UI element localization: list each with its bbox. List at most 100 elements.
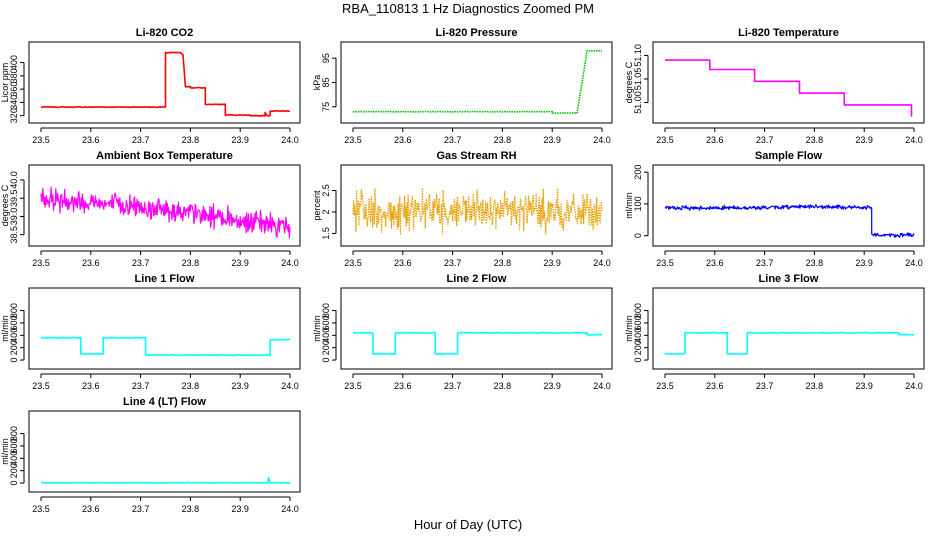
panel-sample-flow: Sample Flow ml/min 23.5 23.6 23.7 23.8 23.9 24.… xyxy=(624,150,925,268)
y-tick-label: 600 xyxy=(9,438,19,453)
series-line xyxy=(353,49,603,114)
y-tick-label: 400 xyxy=(321,328,331,343)
y-tick-label: 200 xyxy=(633,165,643,180)
panel-title: Li-820 CO2 xyxy=(136,27,193,39)
x-tick-label: 24.0 xyxy=(281,135,299,145)
y-tick-label: 400 xyxy=(9,328,19,343)
series-line xyxy=(40,476,291,484)
page-title: RBA_110813 1 Hz Diagnostics Zoomed PM xyxy=(342,1,594,16)
series-line xyxy=(40,186,291,239)
panel-title: Ambient Box Temperature xyxy=(96,150,233,162)
series-line xyxy=(664,204,915,238)
x-tick-label: 23.9 xyxy=(231,504,249,514)
y-axis-label: kPa xyxy=(312,75,322,91)
y-tick-label: 100 xyxy=(633,196,643,211)
x-tick-label: 23.9 xyxy=(543,381,561,391)
y-tick-label: 1.5 xyxy=(321,227,331,240)
x-tick-label: 23.7 xyxy=(132,135,150,145)
plot-frame xyxy=(652,41,925,124)
x-tick-label: 23.7 xyxy=(132,258,150,268)
y-tick-label: 400 xyxy=(9,55,19,70)
x-tick-label: 23.6 xyxy=(82,135,100,145)
y-axis-label: ml/min xyxy=(624,315,634,342)
panel-li-820-temperature: Li-820 Temperature degrees C 23.5 23.6 23.7 2… xyxy=(624,27,925,145)
x-tick-label: 23.5 xyxy=(344,135,362,145)
y-tick-label: 51.00 xyxy=(633,91,643,114)
y-axis-label: degrees C xyxy=(624,61,634,103)
x-tick-label: 23.9 xyxy=(231,258,249,268)
x-tick-label: 23.8 xyxy=(182,504,200,514)
y-tick-label: 38.5 xyxy=(9,226,19,244)
plot-frame xyxy=(652,164,925,247)
y-axis-label: ml/min xyxy=(312,315,322,342)
y-tick-label: 600 xyxy=(321,315,331,330)
panel-title: Li-820 Pressure xyxy=(436,27,518,39)
panel-title: Line 4 (LT) Flow xyxy=(123,396,206,408)
panel-title: Line 2 Flow xyxy=(447,273,507,285)
y-axis-label: ml/min xyxy=(0,438,10,465)
y-tick-label: 75 xyxy=(321,102,331,112)
x-tick-label: 24.0 xyxy=(593,381,611,391)
x-tick-label: 23.8 xyxy=(182,258,200,268)
y-tick-label: 800 xyxy=(633,303,643,318)
y-tick-label: 600 xyxy=(9,315,19,330)
y-tick-label: 2 xyxy=(321,209,331,214)
x-tick-label: 23.6 xyxy=(394,258,412,268)
y-tick-label: 85 xyxy=(321,77,331,87)
x-tick-label: 23.7 xyxy=(756,258,774,268)
plot-frame xyxy=(340,41,613,124)
y-tick-label: 0 xyxy=(321,358,331,363)
x-tick-label: 23.5 xyxy=(656,135,674,145)
plot-frame xyxy=(28,287,301,370)
x-tick-label: 23.6 xyxy=(706,135,724,145)
x-tick-label: 23.5 xyxy=(656,258,674,268)
y-tick-label: 400 xyxy=(633,328,643,343)
y-tick-label: 0 xyxy=(9,481,19,486)
y-tick-label: 800 xyxy=(321,303,331,318)
x-tick-label: 23.8 xyxy=(494,258,512,268)
panel-title: Line 1 Flow xyxy=(135,273,195,285)
x-tick-label: 23.6 xyxy=(82,504,100,514)
x-tick-label: 23.8 xyxy=(494,135,512,145)
plot-frame xyxy=(340,287,613,370)
x-tick-label: 23.7 xyxy=(444,258,462,268)
x-tick-label: 23.9 xyxy=(543,135,561,145)
x-tick-label: 23.9 xyxy=(855,258,873,268)
x-tick-label: 23.8 xyxy=(806,258,824,268)
x-tick-label: 23.8 xyxy=(182,135,200,145)
y-tick-label: 200 xyxy=(9,463,19,478)
series-line xyxy=(40,336,290,357)
y-axis-label: Licor ppm xyxy=(0,63,10,103)
x-tick-label: 23.7 xyxy=(444,381,462,391)
x-tick-label: 24.0 xyxy=(281,381,299,391)
x-tick-label: 23.5 xyxy=(344,258,362,268)
x-tick-label: 23.6 xyxy=(82,258,100,268)
y-tick-label: 200 xyxy=(9,340,19,355)
x-tick-label: 24.0 xyxy=(905,381,923,391)
y-tick-label: 0 xyxy=(633,358,643,363)
x-tick-label: 23.5 xyxy=(656,381,674,391)
series-line xyxy=(664,331,914,355)
y-tick-label: 0 xyxy=(9,358,19,363)
x-tick-label: 23.6 xyxy=(706,381,724,391)
plot-frame xyxy=(340,164,613,247)
x-tick-label: 23.8 xyxy=(182,381,200,391)
panel-title: Li-820 Temperature xyxy=(738,27,839,39)
panel-ambient-box-temperature: Ambient Box Temperature degrees C 23.5 23.6… xyxy=(0,150,301,268)
x-tick-label: 23.9 xyxy=(231,135,249,145)
plot-frame xyxy=(652,287,925,370)
x-tick-label: 23.9 xyxy=(855,135,873,145)
y-axis-label: ml/min xyxy=(624,192,634,219)
plot-frame xyxy=(28,164,301,247)
x-tick-label: 24.0 xyxy=(593,258,611,268)
plot-frame xyxy=(28,410,301,493)
y-tick-label: 200 xyxy=(321,340,331,355)
y-tick-label: 380 xyxy=(9,68,19,83)
x-tick-label: 23.7 xyxy=(756,381,774,391)
series-line xyxy=(353,331,603,355)
x-tick-label: 23.7 xyxy=(444,135,462,145)
y-tick-label: 2.5 xyxy=(321,184,331,197)
y-tick-label: 200 xyxy=(633,340,643,355)
x-tick-label: 23.8 xyxy=(806,381,824,391)
